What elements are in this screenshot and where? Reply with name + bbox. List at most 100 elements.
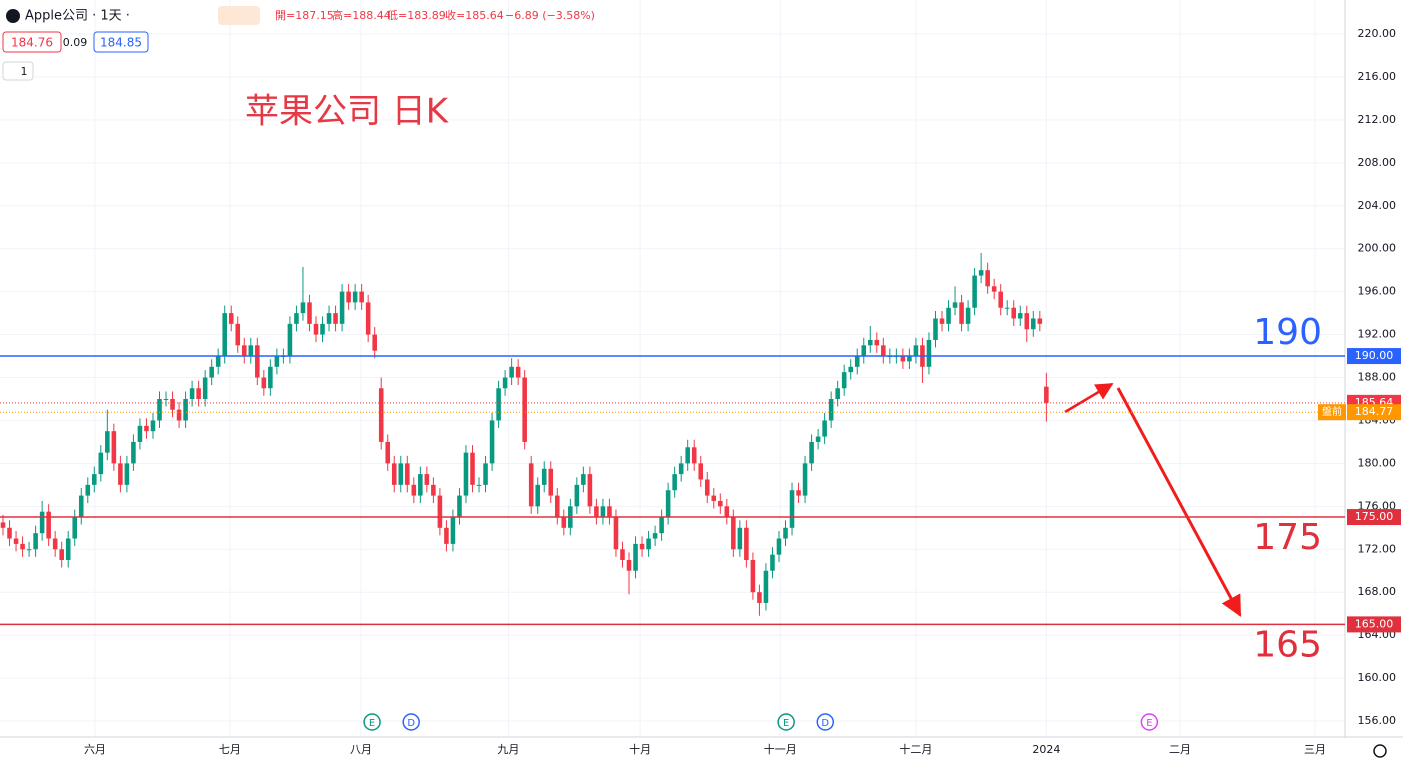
candle-body (20, 543, 25, 550)
y-tick-label: 180.00 (1358, 456, 1397, 469)
candle-body (378, 388, 384, 442)
candle-body (600, 506, 606, 518)
y-tick-label: 204.00 (1358, 199, 1397, 212)
candle-body (105, 431, 110, 453)
price-tag-label: 165.00 (1355, 617, 1394, 630)
price-tag (1347, 348, 1401, 365)
candle-body (972, 275, 977, 308)
candle-body (613, 517, 619, 550)
line-note: 165 (1253, 624, 1322, 665)
candle-body (789, 490, 795, 528)
candle-body (248, 345, 254, 357)
x-tick-label: 三月 (1304, 743, 1326, 756)
candle-body (463, 452, 469, 496)
candle-body (639, 543, 645, 550)
candle-body (124, 463, 130, 485)
candle-body (626, 559, 632, 571)
candle-body (704, 479, 710, 496)
candle-body (496, 388, 501, 421)
session-tag-label: 盤前 (1322, 405, 1342, 418)
candle-body (763, 570, 769, 603)
candle-body (176, 409, 182, 421)
arrow (1064, 382, 1114, 414)
arrow (1116, 387, 1242, 617)
candle-body (183, 398, 188, 421)
candle-body (7, 527, 12, 539)
candle-body (711, 495, 717, 501)
candle-body (509, 366, 514, 378)
annotation-title: 苹果公司 日K (245, 92, 450, 132)
candle-body (750, 559, 756, 593)
candle-body (698, 463, 704, 480)
price-tag-label: 190.00 (1355, 349, 1394, 362)
bid: 184.76 (11, 36, 53, 50)
settings-icon[interactable] (1373, 744, 1387, 758)
candle-body (646, 538, 651, 550)
candle-body (209, 366, 214, 378)
candle-body (731, 517, 736, 550)
candle-body (848, 366, 853, 373)
event-icon (363, 713, 381, 731)
candle-body (665, 490, 671, 518)
price-tag (1347, 509, 1401, 526)
candle-body (85, 484, 91, 496)
candle-body (1037, 318, 1043, 324)
candle-body (685, 447, 690, 464)
candle-body (691, 447, 697, 464)
candle-body (978, 270, 984, 276)
y-tick-label: 196.00 (1358, 285, 1397, 298)
candle-body (418, 474, 423, 496)
candle-body (437, 495, 443, 528)
candle-body (991, 286, 997, 292)
session-tag (1318, 404, 1346, 421)
candle-body (561, 517, 567, 528)
candle-body (946, 307, 951, 324)
candle-body (385, 441, 391, 464)
price-tag-label: 184.77 (1355, 405, 1394, 418)
candle-body (633, 543, 638, 571)
candle-body (411, 484, 417, 496)
candle-body (718, 500, 723, 507)
indicator: 1 (21, 65, 28, 78)
bid-box[interactable] (2, 31, 62, 53)
x-tick-label: 十月 (629, 742, 651, 756)
candle-body (796, 490, 801, 496)
candle-body (59, 549, 64, 560)
candle-body (959, 302, 964, 324)
candle-body (783, 527, 788, 539)
y-tick-label: 220.00 (1358, 27, 1397, 40)
candle-body (522, 377, 527, 442)
candle-body (333, 313, 338, 324)
candle-body (359, 291, 364, 303)
candle-body (150, 420, 156, 432)
y-tick-label: 168.00 (1358, 585, 1397, 598)
candle-body (867, 339, 873, 346)
candle-body (202, 377, 208, 399)
event-label: D (821, 718, 829, 729)
candle-body (307, 302, 312, 324)
y-tick-label: 208.00 (1358, 156, 1397, 169)
candle-body (652, 533, 658, 539)
candle-body (13, 538, 19, 544)
candle-body (92, 474, 97, 485)
candle-body (274, 356, 280, 367)
candle-body (235, 323, 241, 346)
candle-body (535, 484, 540, 507)
candle-body (241, 345, 247, 357)
indicator-box[interactable] (2, 61, 34, 81)
ask-box[interactable] (93, 31, 149, 53)
y-tick-label: 188.00 (1358, 371, 1397, 384)
candle-body (39, 511, 45, 534)
price-tag (1347, 616, 1401, 633)
candle-body (1031, 318, 1036, 330)
candle-body (78, 495, 84, 518)
candle-body (33, 533, 38, 550)
event-label: E (369, 718, 375, 729)
candle-body (822, 420, 827, 437)
candle-body (339, 291, 345, 324)
candle-body (470, 452, 475, 485)
event-icon (402, 713, 420, 731)
candle-body (489, 420, 495, 464)
candle-body (815, 436, 821, 442)
candle-body (939, 318, 945, 324)
